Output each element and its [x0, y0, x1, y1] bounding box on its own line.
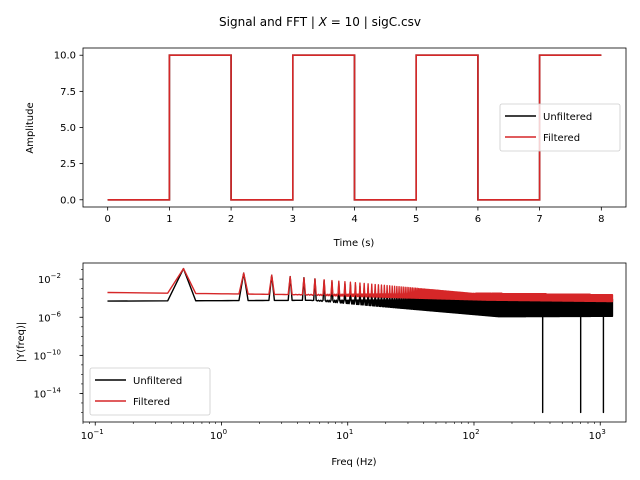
x-tick-exponent: −1	[93, 428, 103, 436]
fft-lines	[107, 267, 614, 414]
legend-label-filtered: Filtered	[133, 397, 170, 408]
fft-series-unfiltered	[107, 267, 614, 414]
figure-title: Signal and FFT | X = 10 | sigC.csv	[219, 15, 421, 29]
x-tick-label: 4	[351, 214, 357, 225]
fft-series-filtered	[107, 267, 614, 303]
y-tick-exponent: −10	[46, 348, 61, 356]
fft-legend: Unfiltered Filtered	[89, 367, 211, 416]
signal-lines	[107, 54, 602, 201]
signal-y-label: Amplitude	[25, 102, 36, 153]
fft-y-label: |Y(freq)|	[16, 322, 27, 363]
fft-x-label: Freq (Hz)	[331, 457, 376, 468]
signal-x-ticks: 0 1 2 3 4 5 6 7 8	[104, 207, 605, 225]
title-part-1: Signal and FFT |	[219, 15, 319, 29]
y-tick-exponent: −14	[46, 386, 61, 394]
x-tick-label: 8	[598, 214, 604, 225]
y-tick-label: 5.0	[60, 123, 76, 134]
fft-axes-frame	[82, 262, 627, 423]
signal-y-ticks: 0.0 2.5 5.0 7.5 10.0	[54, 51, 83, 206]
signal-x-label: Time (s)	[333, 238, 375, 249]
x-tick-label: 0	[104, 214, 110, 225]
y-tick-label: 0.0	[60, 195, 76, 206]
x-tick-label: 3	[290, 214, 296, 225]
signal-legend: Unfiltered Filtered	[499, 103, 621, 152]
x-tick-label: 5	[413, 214, 419, 225]
x-tick-label: 6	[475, 214, 481, 225]
x-tick-exponent: 0	[223, 428, 227, 436]
x-tick-label: 1	[166, 214, 172, 225]
y-tick-label: 7.5	[60, 87, 76, 98]
x-tick-exponent: 1	[349, 428, 353, 436]
y-tick-exponent: −2	[51, 272, 61, 280]
x-tick-label: 7	[536, 214, 542, 225]
legend-label-unfiltered: Unfiltered	[543, 112, 592, 123]
y-tick-label: 10.0	[54, 51, 76, 62]
y-tick-label: 2.5	[60, 159, 76, 170]
title-part-3: = 10 | sigC.csv	[327, 15, 421, 29]
x-tick-label: 2	[228, 214, 234, 225]
signal-axes: 0 1 2 3 4 5 6 7 8 0.0 2.5 5.0 7.5 10.0 Time (s) Ampl…	[25, 47, 627, 249]
legend-label-unfiltered: Unfiltered	[133, 376, 182, 387]
y-tick-exponent: −6	[51, 310, 62, 318]
x-tick-exponent: 2	[475, 428, 479, 436]
x-tick-exponent: 3	[601, 428, 605, 436]
legend-label-filtered: Filtered	[543, 133, 580, 144]
signal-series-filtered	[107, 54, 602, 201]
title-part-2: X	[318, 15, 328, 29]
